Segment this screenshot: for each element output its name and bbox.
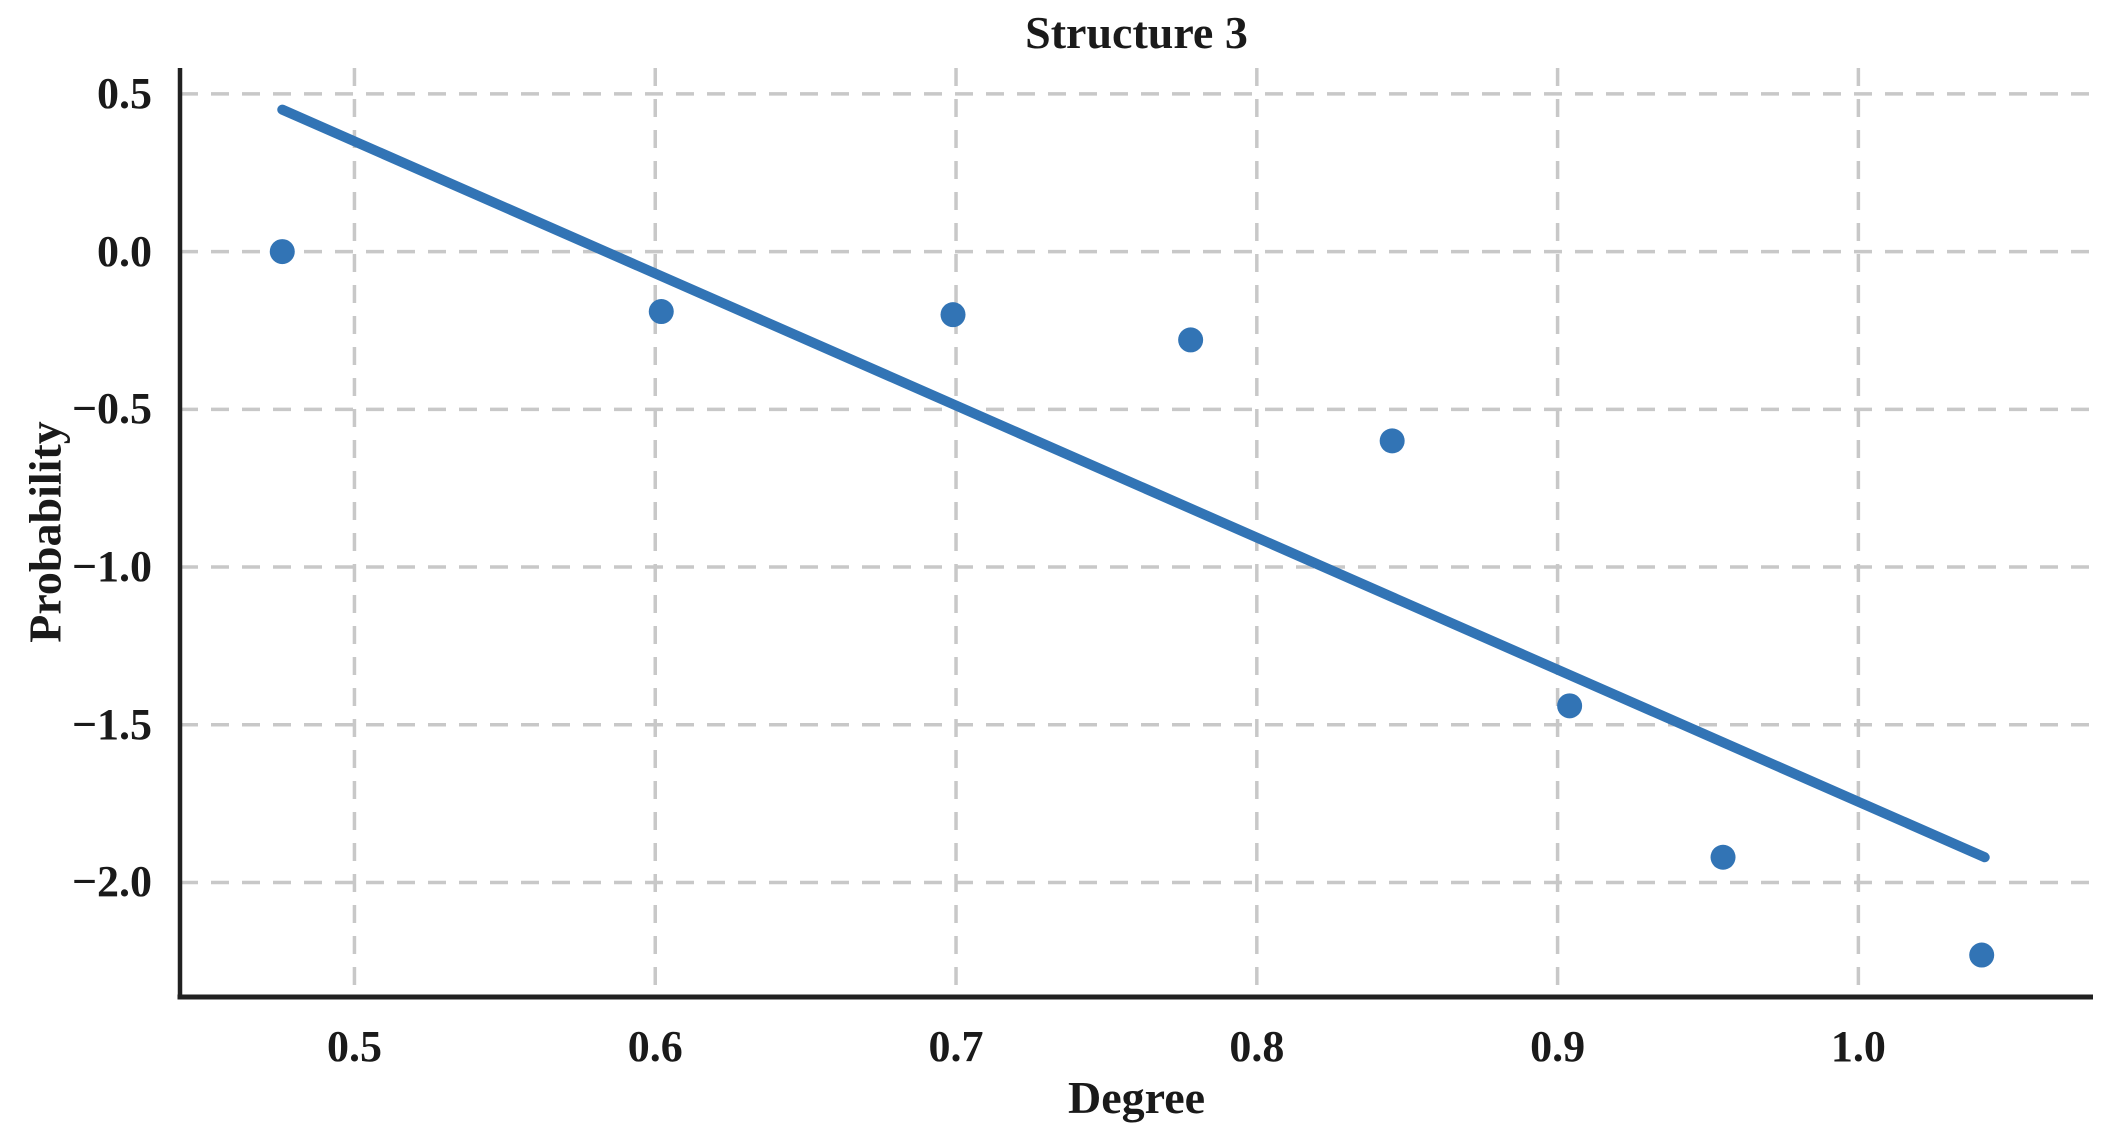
y-axis-label: Probability [19, 421, 71, 643]
scatter-point [940, 302, 966, 328]
x-axis-label: Degree [1067, 1072, 1206, 1123]
scatter-point [269, 239, 295, 265]
scatter-point [1379, 428, 1405, 454]
chart-title: Structure 3 [1025, 7, 1248, 58]
y-tick-label: −1.5 [71, 699, 152, 749]
x-tick-label: 0.6 [627, 1022, 683, 1071]
y-tick-label: −1.0 [71, 542, 152, 592]
scatter-point [1178, 327, 1204, 353]
trend-line [277, 104, 1990, 863]
scatter-point [1710, 844, 1736, 870]
y-tick-label: −0.5 [71, 384, 152, 434]
scatter-point [1557, 693, 1583, 719]
y-tick-label: 0.5 [97, 68, 152, 118]
y-tick-label: 0.0 [97, 226, 152, 276]
scatter-point [1969, 942, 1995, 968]
x-tick-label: 0.9 [1530, 1022, 1586, 1071]
scatter-point [648, 299, 674, 325]
x-tick-label: 0.7 [928, 1022, 984, 1071]
x-tick-label: 0.5 [326, 1022, 382, 1071]
x-tick-label: 0.8 [1229, 1022, 1285, 1071]
x-tick-label: 1.0 [1830, 1022, 1886, 1071]
y-tick-label: −2.0 [71, 857, 152, 907]
